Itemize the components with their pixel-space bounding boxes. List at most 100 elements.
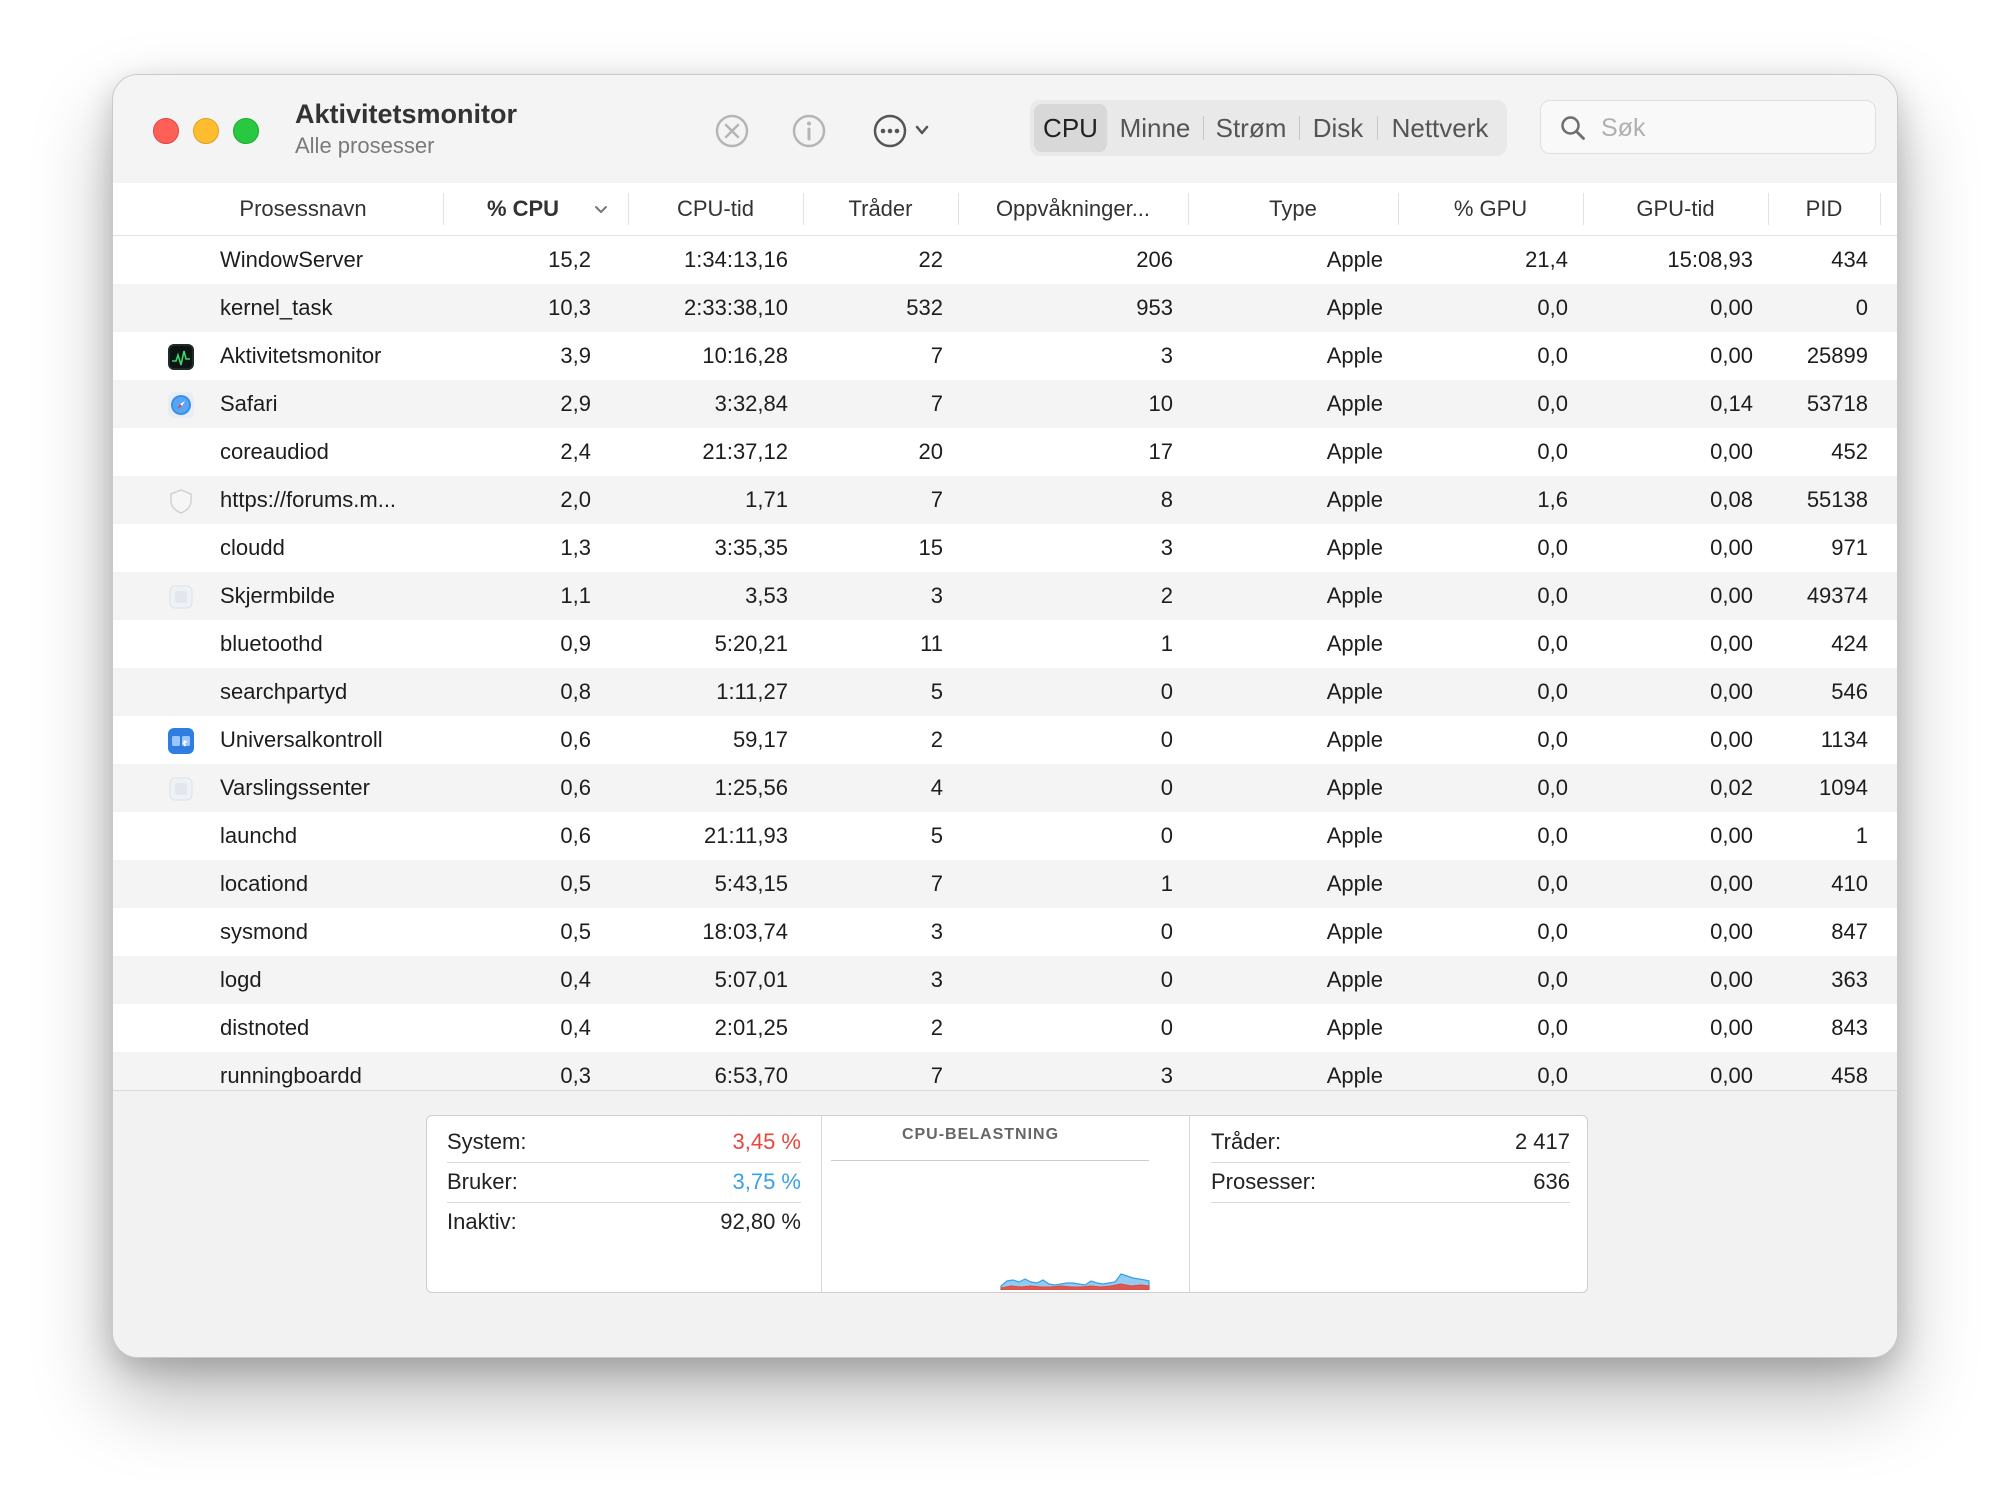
more-options-icon[interactable] [870,111,940,151]
table-row[interactable]: cloudd 1,3 3:35,35 15 3 Apple 0,0 0,00 971 [113,524,1897,572]
threads-cell: 7 [930,343,943,368]
table-row[interactable]: kernel_task 10,3 2:33:38,10 532 953 Apple 0,0 0… [113,284,1897,332]
threads-cell: 7 [930,871,943,896]
process-name-cell: distnoted [220,1015,310,1040]
table-row[interactable]: logd 0,4 5:07,01 3 0 Apple 0,0 0,00 363 [113,956,1897,1004]
info-icon[interactable] [789,111,829,151]
process-name-cell: logd [220,967,262,992]
threads-cell: 3 [930,583,943,608]
column-header-wakeups[interactable]: Oppvåkninger... [995,196,1151,221]
process-name-cell: cloudd [220,535,285,560]
column-header-pid[interactable]: PID [1805,196,1843,221]
cpu-percent-cell: 15,2 [548,247,591,272]
threads-cell: 7 [930,391,943,416]
search-input[interactable] [1599,101,1863,155]
cpu-percent-cell: 0,9 [560,631,591,656]
table-row[interactable]: bluetoothd 0,9 5:20,21 11 1 Apple 0,0 0,00 424 [113,620,1897,668]
user-row: Bruker: 3,75 % [447,1162,801,1203]
gpu-time-cell: 0,00 [1710,631,1753,656]
cpu-time-cell: 1,71 [745,487,788,512]
column-header-cpu-time[interactable]: CPU-tid [676,196,754,221]
cpu-load-system-area [1000,1283,1150,1290]
type-cell: Apple [1326,1015,1383,1040]
table-row[interactable]: locationd 0,5 5:43,15 7 1 Apple 0,0 0,00 410 [113,860,1897,908]
cpu-percent-cell: 0,5 [560,871,591,896]
maximize-window-button[interactable] [233,118,259,144]
processes-label: Prosesser: [1211,1169,1317,1194]
cpu-percent-cell: 0,3 [560,1063,591,1088]
cpu-time-cell: 5:20,21 [714,631,788,656]
column-header-gpu[interactable]: % GPU [1453,196,1528,221]
process-table: WindowServer 15,2 1:34:13,16 22 206 Apple 21,4… [113,236,1897,1189]
pid-cell: 843 [1831,1015,1868,1040]
search-field[interactable] [1540,100,1876,155]
gpu-percent-cell: 0,0 [1537,535,1568,560]
type-cell: Apple [1326,439,1383,464]
idle-row: Inaktiv: 92,80 % [447,1202,801,1242]
gpu-time-cell: 0,08 [1710,487,1753,512]
cpu-percent-cell: 0,5 [560,919,591,944]
table-row[interactable]: Aktivitetsmonitor 3,9 10:16,28 7 3 Apple 0,0 0,… [113,332,1897,380]
tab-minne[interactable]: Minne [1119,112,1191,143]
column-header-gpu-time[interactable]: GPU-tid [1636,196,1715,221]
close-window-button[interactable] [153,118,179,144]
table-row[interactable]: launchd 0,6 21:11,93 5 0 Apple 0,0 0,00 1 [113,812,1897,860]
view-tabs: CPU Minne Strøm Disk Nettverk [1030,100,1507,156]
tab-nettverk[interactable]: Nettverk [1377,104,1503,152]
cpu-percent-cell: 0,4 [560,967,591,992]
column-header-cpu[interactable]: % CPU [486,196,560,221]
threads-cell: 532 [906,295,943,320]
sort-descending-icon[interactable] [593,203,609,217]
threads-cell: 20 [918,439,943,464]
gpu-time-cell: 15:08,93 [1667,247,1753,272]
pid-cell: 410 [1831,871,1868,896]
gpu-time-cell: 0,00 [1710,823,1753,848]
gpu-time-cell: 0,00 [1710,919,1753,944]
table-row[interactable]: sysmond 0,5 18:03,74 3 0 Apple 0,0 0,00 847 [113,908,1897,956]
table-row[interactable]: https://forums.m... 2,0 1,71 7 8 Apple 1,6 0,08… [113,476,1897,524]
pid-cell: 25899 [1806,343,1868,368]
pid-cell: 49374 [1806,583,1868,608]
column-header-process-name[interactable]: Prosessnavn [239,196,367,221]
table-row[interactable]: WindowServer 15,2 1:34:13,16 22 206 Apple 21,4… [113,236,1897,284]
tab-disk[interactable]: Disk [1299,104,1377,152]
table-row[interactable]: coreaudiod 2,4 21:37,12 20 17 Apple 0,0 0,00 452 [113,428,1897,476]
table-row[interactable]: distnoted 0,4 2:01,25 2 0 Apple 0,0 0,00 843 [113,1004,1897,1052]
process-name-cell: locationd [220,871,309,896]
minimize-window-button[interactable] [193,118,219,144]
threads-cell: 5 [930,679,943,704]
wakeups-cell: 10 [1148,391,1173,416]
wakeups-cell: 0 [1160,967,1173,992]
table-row[interactable]: Varslingssenter 0,6 1:25,56 4 0 Apple 0,0 0,02 1… [113,764,1897,812]
process-name-cell: searchpartyd [220,679,348,704]
cpu-time-cell: 21:37,12 [702,439,788,464]
gpu-percent-cell: 21,4 [1525,247,1568,272]
gpu-percent-cell: 0,0 [1537,295,1568,320]
cpu-percent-cell: 2,9 [560,391,591,416]
table-row[interactable]: searchpartyd 0,8 1:11,27 5 0 Apple 0,0 0,00 546 [113,668,1897,716]
gpu-time-cell: 0,02 [1710,775,1753,800]
process-name-cell: coreaudiod [220,439,329,464]
wakeups-cell: 206 [1136,247,1173,272]
stop-process-icon[interactable] [712,111,752,151]
gpu-time-cell: 0,00 [1710,439,1753,464]
column-header-threads[interactable]: Tråder [848,196,913,221]
gpu-percent-cell: 0,0 [1537,391,1568,416]
type-cell: Apple [1326,775,1383,800]
tab-strom[interactable]: Strøm [1203,104,1299,152]
wakeups-cell: 2 [1160,583,1173,608]
type-cell: Apple [1326,1063,1383,1088]
wakeups-cell: 8 [1160,487,1173,512]
tab-cpu[interactable]: CPU [1034,104,1107,152]
safari-icon [167,391,195,419]
activity-monitor-window: Aktivitetsmonitor Alle prosesser CPU Min… [112,74,1898,1358]
type-cell: Apple [1326,823,1383,848]
column-header-type[interactable]: Type [1269,196,1317,221]
system-row: System: 3,45 % [447,1122,801,1163]
threads-cell: 2 [930,1015,943,1040]
table-row[interactable]: Skjermbilde 1,1 3,53 3 2 Apple 0,0 0,00 49374 [113,572,1897,620]
table-row[interactable]: Universalkontroll 0,6 59,17 2 0 Apple 0,0 0,00 1… [113,716,1897,764]
table-row[interactable]: Safari 2,9 3:32,84 7 10 Apple 0,0 0,14 53718 [113,380,1897,428]
window-subtitle[interactable]: Alle prosesser [295,133,435,158]
cpu-percent-cell: 0,6 [560,727,591,752]
